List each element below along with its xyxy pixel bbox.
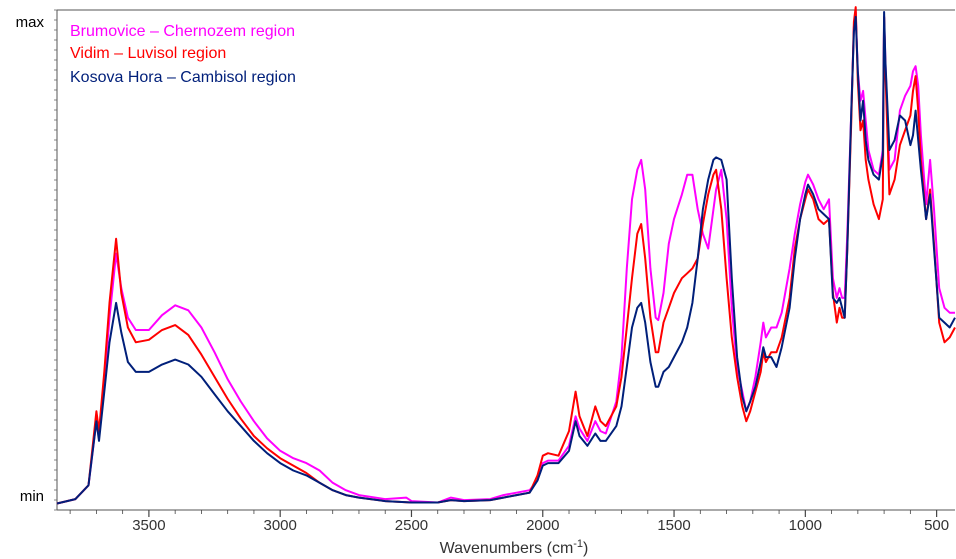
x-axis-label-close: ) [583,540,588,557]
legend-entry-kosova-hora: Kosova Hora – Cambisol region [70,69,296,86]
x-tick-label: 3000 [263,517,296,534]
legend-entry-vidim: Vidim – Luvisol region [70,45,226,62]
x-axis-label-superscript: -1 [573,538,583,550]
x-tick-labels: 3500 3000 2500 2000 1500 1000 500 [132,517,949,534]
x-tick-label: 3500 [132,517,165,534]
x-tick-label: 500 [924,517,949,534]
x-axis-ticks [69,510,938,517]
y-axis-minor-ticks [54,9,57,511]
series-lines [56,6,956,505]
series-line-1 [56,6,956,505]
series-line-2 [56,11,956,505]
legend: Brumovice – Chernozem region Vidim – Luv… [70,23,296,86]
y-tick-label-max: max [16,14,45,31]
series-line-0 [56,11,955,505]
x-axis-label-text: Wavenumbers (cm [440,540,574,557]
y-tick-label-min: min [20,488,44,505]
x-tick-label: 1500 [657,517,690,534]
x-tick-label: 2500 [395,517,428,534]
x-tick-label: 1000 [789,517,822,534]
legend-entry-brumovice: Brumovice – Chernozem region [70,23,295,40]
x-tick-label: 2000 [526,517,559,534]
x-axis-label: Wavenumbers (cm-1) [440,538,589,557]
